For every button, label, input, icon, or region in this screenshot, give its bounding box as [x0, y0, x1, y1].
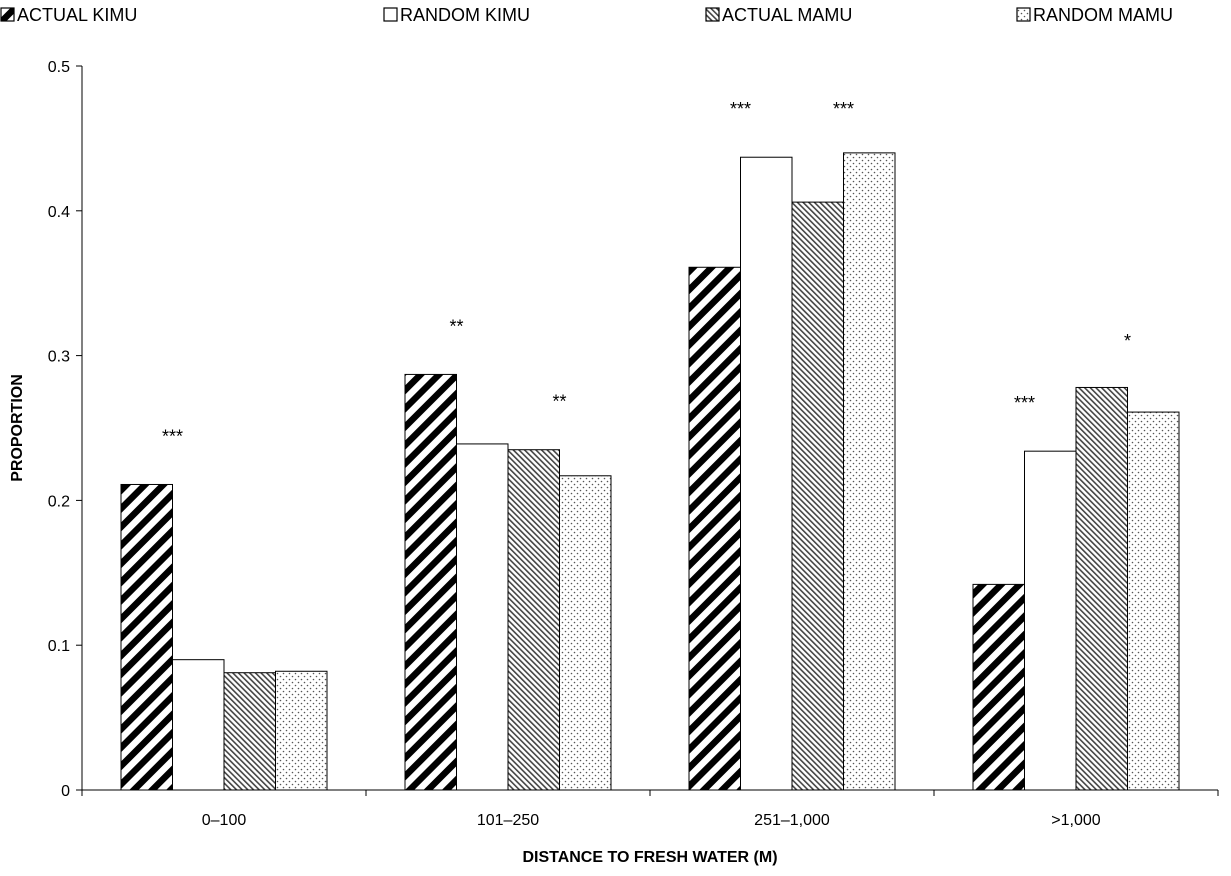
- legend-swatch: [1016, 7, 1031, 22]
- significance-label: ***: [730, 99, 751, 119]
- bar-actual-mamu: [1075, 386, 1128, 791]
- y-tick-label: 0.5: [48, 59, 70, 76]
- x-tick-label: 0–100: [202, 812, 247, 829]
- bars: [120, 152, 1180, 791]
- bar-random-mamu: [1127, 411, 1180, 791]
- bar-actual-mamu: [223, 672, 276, 791]
- legend-label: RANDOM KIMU: [400, 5, 530, 25]
- x-axis-title: DISTANCE TO FRESH WATER (M): [522, 849, 777, 866]
- significance-label: **: [449, 316, 463, 336]
- y-axis-title: PROPORTION: [9, 374, 26, 482]
- bar-actual-kimu: [120, 483, 173, 791]
- legend-label: ACTUAL MAMU: [722, 5, 852, 25]
- significance-label: ***: [833, 99, 854, 119]
- legend-swatch: [0, 7, 15, 22]
- y-tick-label: 0: [61, 783, 70, 800]
- significance-label: ***: [1014, 393, 1035, 413]
- bar-random-mamu: [559, 475, 612, 791]
- bar-actual-kimu: [688, 266, 741, 791]
- bar-actual-kimu: [972, 583, 1025, 791]
- y-tick-label: 0.4: [48, 204, 70, 221]
- axes: 0 0.1 0.2 0.3 0.4 0.5 0–100 101–250 251–1,000 >1,…: [48, 59, 1219, 829]
- bar-actual-mamu: [507, 449, 560, 791]
- bar-random-kimu: [172, 659, 225, 791]
- legend-label: RANDOM MAMU: [1033, 5, 1173, 25]
- legend-label: ACTUAL KIMU: [17, 5, 137, 25]
- bar-random-kimu: [1024, 450, 1077, 791]
- bar-random-kimu: [740, 156, 793, 791]
- significance-annotations: ********** *******: [162, 99, 1131, 446]
- legend-swatch: [705, 7, 720, 22]
- x-tick-label: 101–250: [477, 812, 539, 829]
- legend: ACTUAL KIMU RANDOM KIMU ACTUAL MAMU RANDOM …: [0, 5, 1173, 25]
- bar-random-mamu: [843, 152, 896, 791]
- x-tick-label: >1,000: [1051, 812, 1100, 829]
- significance-label: ***: [162, 426, 183, 446]
- legend-swatch: [383, 7, 398, 22]
- x-tick-label: 251–1,000: [754, 812, 830, 829]
- y-tick-label: 0.1: [48, 638, 70, 655]
- significance-label: *: [1124, 331, 1131, 351]
- bar-random-kimu: [456, 443, 509, 791]
- bar-random-mamu: [275, 670, 328, 791]
- bar-actual-mamu: [791, 201, 844, 791]
- bar-actual-kimu: [404, 373, 457, 791]
- significance-label: **: [552, 392, 566, 412]
- y-tick-label: 0.3: [48, 349, 70, 366]
- y-tick-label: 0.2: [48, 493, 70, 510]
